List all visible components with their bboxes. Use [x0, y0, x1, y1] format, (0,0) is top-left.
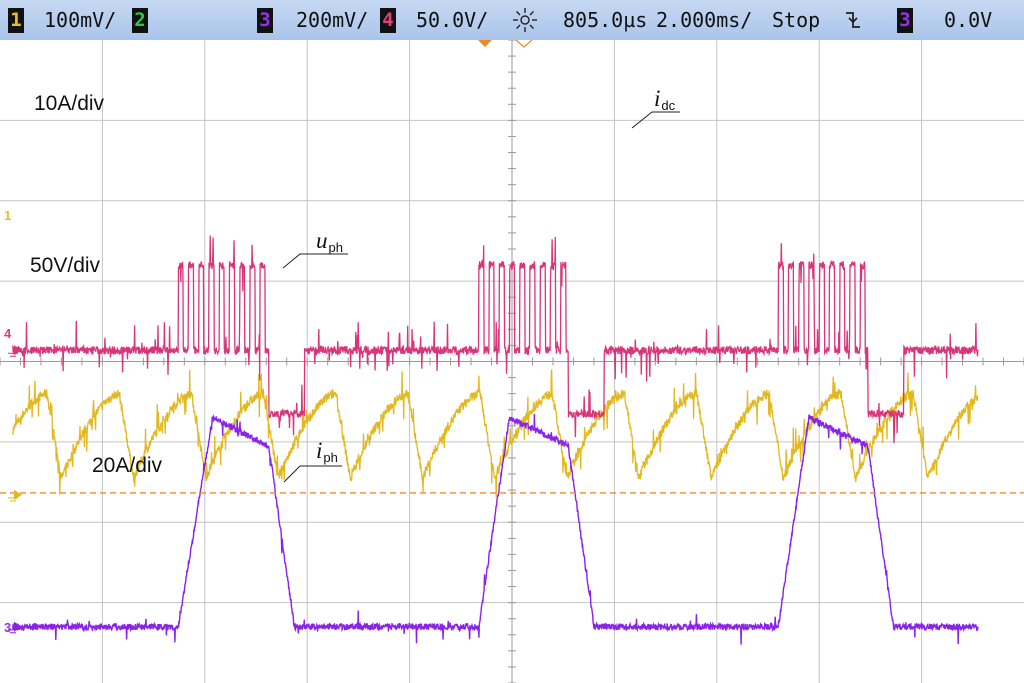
uph-scale-label: 50V/div: [30, 254, 101, 277]
channel-3-scale: 200mV/: [296, 8, 369, 32]
channel-2-indicator[interactable]: 2: [132, 8, 148, 33]
run-state[interactable]: Stop: [772, 8, 821, 32]
oscilloscope-status-bar: 1 100mV/ 2 3 200mV/ 4 50.0V/ 805.0µs 2.0…: [0, 0, 1024, 41]
scope-display: 1 4 3 10A/div 50V/div 20A/div idc uph ip…: [0, 40, 1024, 683]
uph-leader-line: [282, 253, 348, 269]
channel-1-scale: 100mV/: [44, 8, 117, 32]
idc-subscript: dc: [661, 98, 676, 113]
channel-1-ground-marker[interactable]: 1: [4, 208, 12, 223]
waveform-plot: [0, 40, 1024, 683]
channel-4-ground-marker[interactable]: 4: [4, 326, 12, 341]
uph-trace: [12, 235, 979, 444]
falling-edge-icon: [844, 7, 862, 40]
iph-leader-line: [283, 465, 342, 483]
idc-leader-line: [631, 111, 680, 129]
channel-1-indicator[interactable]: 1: [8, 8, 24, 33]
idc-signal-label: idc: [654, 86, 675, 113]
channel-3-indicator[interactable]: 3: [257, 8, 273, 33]
graticule: [0, 40, 1024, 683]
waveform-traces: [12, 235, 979, 645]
scope-markers: [0, 40, 1024, 634]
idc-trace: [12, 369, 979, 498]
idc-scale-label: 10A/div: [34, 92, 105, 115]
uph-signal-label: uph: [316, 228, 343, 255]
uph-symbol: u: [316, 228, 328, 253]
time-scale: 2.000ms/: [656, 8, 753, 32]
trigger-source-indicator[interactable]: 3: [897, 8, 913, 33]
channel-4-indicator[interactable]: 4: [380, 8, 396, 33]
time-offset: 805.0µs: [563, 8, 648, 32]
trigger-level: 0.0V: [944, 8, 993, 32]
iph-subscript: ph: [323, 450, 338, 465]
iph-signal-label: iph: [316, 438, 338, 465]
uph-subscript: ph: [328, 240, 343, 255]
channel-3-ground-marker[interactable]: 3: [4, 620, 12, 635]
iph-trace: [12, 413, 979, 645]
iph-scale-label: 20A/div: [92, 454, 163, 477]
trigger-delay-marker: [515, 40, 533, 48]
iph-symbol: i: [316, 438, 323, 463]
idc-symbol: i: [654, 86, 661, 111]
trigger-position-marker: [478, 40, 492, 47]
channel-4-scale: 50.0V/: [416, 8, 489, 32]
sun-trigger-icon: [512, 7, 538, 40]
